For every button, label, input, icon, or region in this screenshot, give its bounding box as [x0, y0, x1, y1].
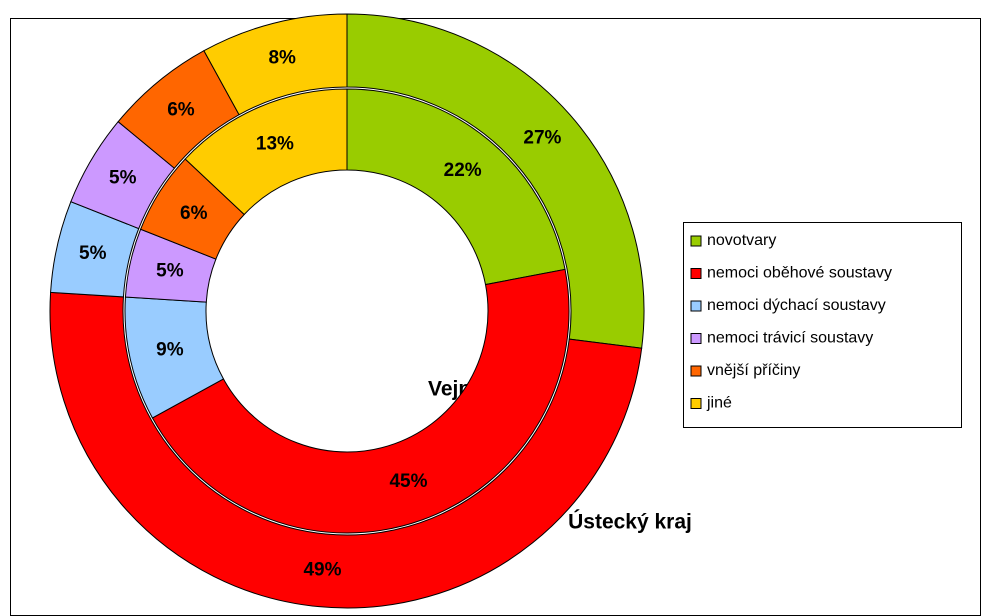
legend-swatch: [690, 268, 702, 279]
data-label: 6%: [180, 203, 208, 224]
data-label: 8%: [268, 48, 296, 69]
data-label: 5%: [109, 167, 137, 188]
legend-swatch: [690, 300, 702, 312]
legend-box: [683, 222, 962, 428]
legend-swatch: [690, 398, 702, 409]
ring-segment: [346, 88, 566, 286]
legend-swatch: [690, 333, 702, 344]
data-label: 5%: [156, 260, 184, 281]
data-label: 9%: [156, 340, 184, 361]
data-label: 49%: [303, 559, 341, 580]
data-label: 5%: [79, 243, 107, 264]
ring-segment: [184, 88, 348, 216]
ring-segment: [346, 13, 645, 349]
data-label: 22%: [444, 160, 482, 181]
legend-label: vnější příčiny: [707, 362, 800, 379]
legend-swatch: [690, 365, 702, 377]
legend-label: novotvary: [707, 232, 776, 249]
legend-swatch: [690, 235, 702, 247]
legend-label: nemoci trávicí soustavy: [707, 330, 873, 347]
ring-segment: [49, 291, 643, 609]
data-label: 45%: [389, 471, 427, 492]
ring-segment: [151, 268, 570, 534]
data-label: 13%: [256, 133, 294, 154]
ring-segment: [203, 13, 348, 116]
series-label: Ústecký kraj: [568, 510, 692, 534]
data-label: 6%: [167, 99, 195, 120]
legend-label: nemoci dýchací soustavy: [707, 297, 886, 314]
data-label: 27%: [523, 128, 561, 149]
legend-label: jiné: [706, 395, 732, 412]
legend-label: nemoci oběhové soustavy: [707, 265, 892, 282]
